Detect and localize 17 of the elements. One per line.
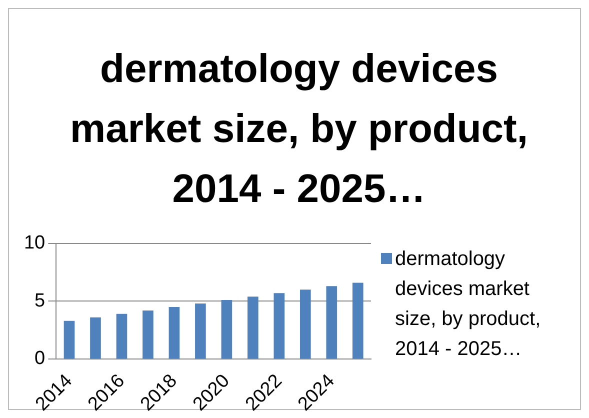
y-tick-label: 5	[34, 290, 46, 312]
legend-label: dermatology devices market size, by product, 2014 - 2025…	[395, 247, 542, 362]
bar	[352, 282, 364, 358]
bar	[168, 306, 180, 358]
bar	[142, 310, 154, 358]
chart-title: dermatology devices market size, by product, 2014 - 2025…	[69, 46, 529, 213]
bar	[221, 300, 232, 358]
bar	[195, 304, 206, 358]
bar	[300, 290, 311, 358]
bar	[326, 286, 338, 358]
y-tick-label: 10	[24, 232, 46, 254]
bar	[90, 317, 101, 358]
bar	[64, 320, 75, 358]
y-tick-label: 0	[34, 348, 46, 370]
bar	[116, 314, 128, 358]
bar	[274, 293, 285, 358]
bar	[248, 296, 258, 358]
